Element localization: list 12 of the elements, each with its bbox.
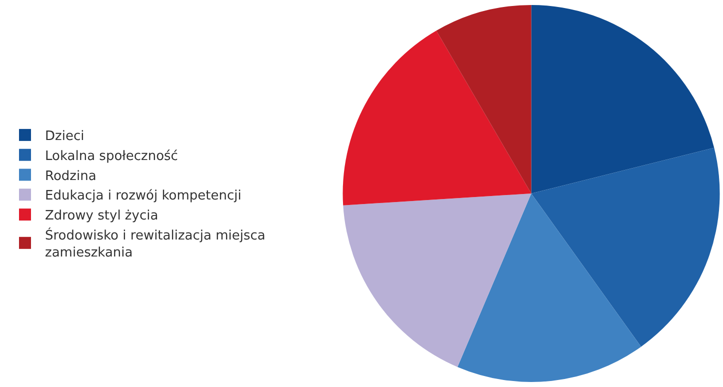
pie-slice <box>531 5 714 194</box>
legend-label: Zdrowy styl życia <box>45 208 158 224</box>
legend-label: Edukacja i rozwój kompetencji <box>45 188 242 204</box>
pie-slice <box>457 194 642 382</box>
legend-label: Rodzina <box>45 168 96 184</box>
pie-slice <box>343 30 532 206</box>
pie-slice <box>436 5 532 194</box>
legend-label: Dzieci <box>45 129 84 144</box>
legend-label: Lokalna społeczność <box>45 148 178 164</box>
pie-slice <box>531 148 720 347</box>
legend-label: Środowisko i rewitalizacja miejsca zamieszkania <box>45 226 266 260</box>
pie-slice <box>343 194 532 367</box>
